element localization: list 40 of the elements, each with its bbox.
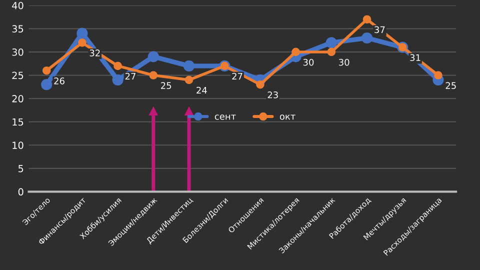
data-label: 27 <box>232 72 242 80</box>
y-tick-label: 10 <box>12 142 24 149</box>
y-tick-label: 30 <box>12 48 24 56</box>
point <box>148 51 159 62</box>
point <box>78 38 86 47</box>
point <box>434 71 442 80</box>
data-label: 25 <box>161 82 172 89</box>
point <box>327 48 336 56</box>
point <box>76 28 88 39</box>
data-label: 30 <box>303 58 314 66</box>
legend-label: окт <box>280 114 296 120</box>
data-label: 25 <box>446 82 456 89</box>
y-tick-label: 15 <box>12 118 24 126</box>
data-label: 24 <box>196 86 207 94</box>
point <box>112 74 124 86</box>
y-tick-label: 25 <box>12 72 24 80</box>
legend-label: сент <box>214 114 236 120</box>
data-label: 32 <box>90 50 100 56</box>
point <box>41 79 52 90</box>
data-label: 26 <box>54 78 64 84</box>
y-tick-label: 40 <box>12 2 24 10</box>
y-tick-label: 35 <box>12 25 24 33</box>
point <box>114 62 122 70</box>
point <box>292 48 300 56</box>
data-label: 31 <box>410 54 420 62</box>
point <box>326 37 337 48</box>
y-tick-label: 0 <box>18 188 24 196</box>
point <box>184 76 194 84</box>
data-label: 37 <box>374 26 385 34</box>
point <box>256 80 264 89</box>
point <box>42 66 51 75</box>
y-tick-label: 5 <box>18 165 24 172</box>
data-label: 27 <box>125 72 136 80</box>
data-label: 23 <box>268 91 278 98</box>
point <box>149 71 158 80</box>
point <box>362 15 372 24</box>
point <box>361 32 373 44</box>
data-label: 30 <box>339 58 350 66</box>
point <box>183 60 195 72</box>
y-tick-label: 20 <box>12 95 24 102</box>
